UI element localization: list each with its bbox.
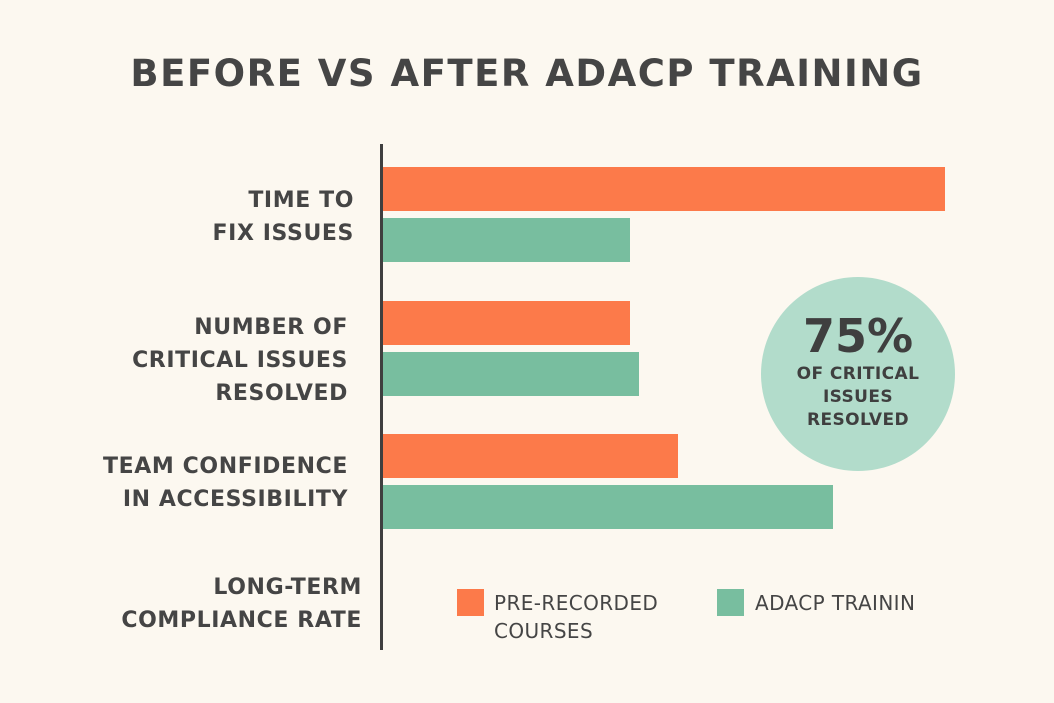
bar-time-to-fix-pre-recorded	[383, 167, 945, 211]
bar-team-confidence-pre-recorded	[383, 434, 679, 478]
bar-critical-issues-pre-recorded	[383, 301, 631, 345]
legend-swatch-pre-recorded	[457, 589, 484, 616]
bar-time-to-fix-adacp	[383, 218, 631, 262]
category-label-time-to-fix: TIME TO FIX ISSUES	[212, 188, 354, 246]
category-axis-line	[380, 144, 383, 650]
callout-text: OF CRITICAL ISSUES RESOLVED	[796, 364, 920, 430]
callout-value: 75%	[802, 309, 914, 363]
legend-swatch-adacp	[717, 589, 744, 616]
category-label-team-confidence: TEAM CONFIDENCE IN ACCESSIBILITY	[103, 454, 348, 512]
bar-team-confidence-adacp	[383, 485, 833, 529]
callout-circle: 75% OF CRITICAL ISSUES RESOLVED	[761, 277, 955, 471]
chart-title: BEFORE VS AFTER ADACP TRAINING	[130, 52, 924, 95]
category-label-compliance-rate: LONG-TERM COMPLIANCE RATE	[121, 575, 362, 633]
bar-critical-issues-adacp	[383, 352, 639, 396]
category-label-critical-issues: NUMBER OF CRITICAL ISSUES RESOLVED	[132, 315, 348, 406]
legend-label-pre-recorded: PRE-RECORDED COURSES	[494, 591, 659, 643]
legend-label-adacp: ADACP TRAININ	[755, 591, 916, 615]
